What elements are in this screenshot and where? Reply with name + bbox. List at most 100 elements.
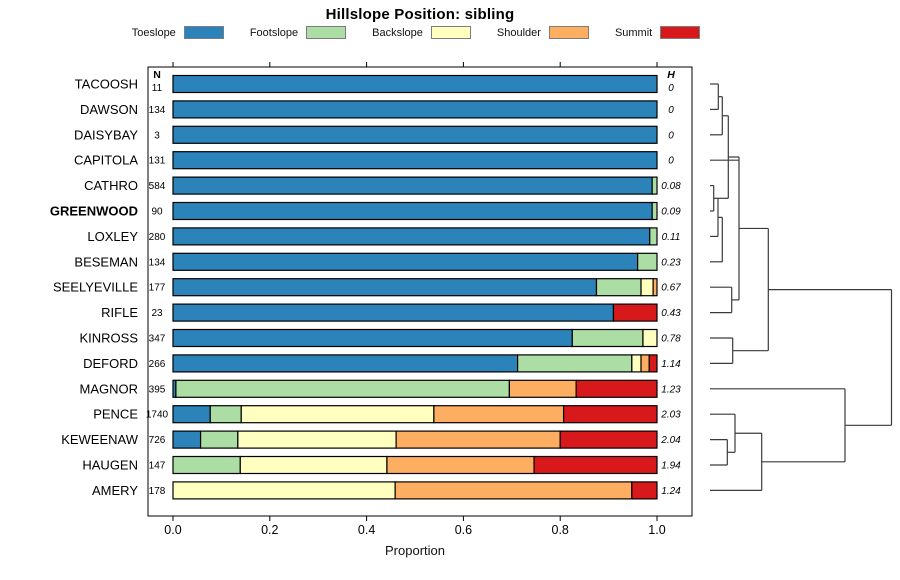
n-value: 178 — [149, 486, 166, 497]
h-value: 0.23 — [661, 257, 681, 268]
bar-segment-toeslope — [172, 354, 519, 373]
bar-segment-backslope — [642, 328, 658, 348]
legend-label: Toeslope — [131, 26, 176, 39]
legend-item-backslope: Backslope — [372, 26, 471, 39]
x-tick-label: 0.0 — [164, 523, 181, 537]
row-label: KEWEENAW — [61, 432, 139, 447]
h-value: 0.11 — [662, 232, 681, 243]
x-axis-title: Proportion — [385, 543, 445, 558]
bar-segment-shoulder — [386, 455, 535, 475]
bar-segment-backslope — [237, 430, 397, 449]
bar-segment-toeslope — [172, 100, 658, 119]
legend-label: Summit — [614, 26, 653, 39]
h-value: 1.94 — [661, 461, 681, 472]
row-label: TACOOSH — [75, 77, 138, 92]
bar-segment-backslope — [240, 405, 435, 424]
legend-swatch — [548, 26, 589, 39]
bar-segment-toeslope — [172, 430, 202, 449]
row-label: RIFLE — [101, 305, 138, 320]
h-column-header: H — [667, 69, 675, 81]
bar-segment-shoulder — [652, 278, 658, 297]
row-label: DEFORD — [83, 356, 138, 371]
legend-item-shoulder: Shoulder — [497, 26, 589, 39]
bar-segment-summit — [631, 481, 658, 500]
n-value: 280 — [149, 232, 166, 243]
bar-segment-backslope — [239, 455, 388, 475]
bar-segment-toeslope — [172, 328, 573, 348]
bar-segment-toeslope — [172, 227, 651, 246]
bar-segment-toeslope — [172, 303, 615, 322]
legend-label: Footslope — [249, 26, 299, 39]
n-value: 11 — [152, 83, 163, 94]
n-value: 266 — [149, 359, 166, 370]
bar-segment-backslope — [631, 354, 642, 373]
bar-segment-footslope — [649, 227, 658, 246]
n-value: 23 — [151, 308, 163, 319]
bar-segment-toeslope — [172, 125, 658, 144]
row-label: SEELYEVILLE — [53, 280, 138, 295]
x-tick-label: 0.6 — [455, 523, 472, 537]
bar-segment-footslope — [571, 328, 644, 348]
bar-segment-footslope — [595, 278, 642, 297]
legend-swatch — [183, 26, 224, 39]
h-value: 0.67 — [661, 283, 681, 294]
bar-segment-summit — [648, 354, 658, 373]
row-label: DAWSON — [80, 102, 138, 117]
bar-segment-summit — [559, 430, 658, 449]
bar-segment-footslope — [199, 430, 239, 449]
n-value: 1740 — [146, 410, 169, 421]
legend-item-toeslope: Toeslope — [132, 26, 224, 39]
bar-segment-shoulder — [640, 354, 650, 373]
bar-segment-backslope — [640, 278, 654, 297]
legend-label: Backslope — [372, 26, 423, 39]
row-label: AMERY — [92, 483, 138, 498]
row-label: DAISYBAY — [74, 127, 138, 142]
legend-item-summit: Summit — [614, 26, 701, 39]
bar-segment-toeslope — [172, 252, 639, 271]
bar-segment-backslope — [172, 481, 396, 500]
n-value: 90 — [151, 207, 163, 218]
bar-segment-footslope — [651, 176, 658, 195]
row-label: MAGNOR — [80, 381, 139, 396]
h-value: 2.04 — [660, 435, 681, 446]
bar-segment-summit — [575, 379, 658, 398]
bar-segment-footslope — [209, 405, 242, 424]
n-value: 177 — [149, 283, 166, 294]
bar-segment-toeslope — [172, 74, 658, 94]
bar-segment-footslope — [517, 354, 633, 373]
row-label: HAUGEN — [82, 458, 138, 473]
x-tick-label: 1.0 — [648, 523, 665, 537]
row-label: BESEMAN — [74, 254, 138, 269]
legend: Toeslope Footslope Backslope Shoulder Summit — [0, 26, 832, 39]
h-value: 0.09 — [661, 207, 681, 218]
legend-item-footslope: Footslope — [249, 26, 347, 39]
chart-title: Hillslope Position: sibling — [325, 6, 515, 23]
h-value: 1.23 — [661, 384, 681, 395]
x-tick-label: 0.2 — [261, 523, 278, 537]
bar-segment-summit — [612, 303, 658, 322]
row-label: LOXLEY — [87, 229, 138, 244]
h-value: 0 — [668, 83, 674, 94]
bar-segment-toeslope — [172, 201, 653, 221]
legend-swatch — [306, 26, 347, 39]
row-label: KINROSS — [79, 331, 138, 346]
plot-box — [147, 66, 693, 517]
h-value: 0.78 — [661, 334, 681, 345]
bar-segment-footslope — [637, 252, 658, 271]
h-value: 1.14 — [661, 359, 681, 370]
x-tick-label: 0.8 — [552, 523, 569, 537]
row-label: PENCE — [93, 407, 138, 422]
n-column-header: N — [153, 69, 161, 81]
bar-segment-footslope — [651, 201, 658, 221]
h-value: 2.03 — [660, 410, 681, 421]
x-tick-label: 0.4 — [358, 523, 375, 537]
bar-segment-shoulder — [508, 379, 577, 398]
h-value: 0 — [668, 105, 674, 116]
n-value: 584 — [149, 181, 166, 192]
legend-swatch — [660, 26, 701, 39]
n-value: 147 — [149, 461, 166, 472]
n-value: 131 — [149, 156, 166, 167]
bar-segment-footslope — [172, 455, 241, 475]
